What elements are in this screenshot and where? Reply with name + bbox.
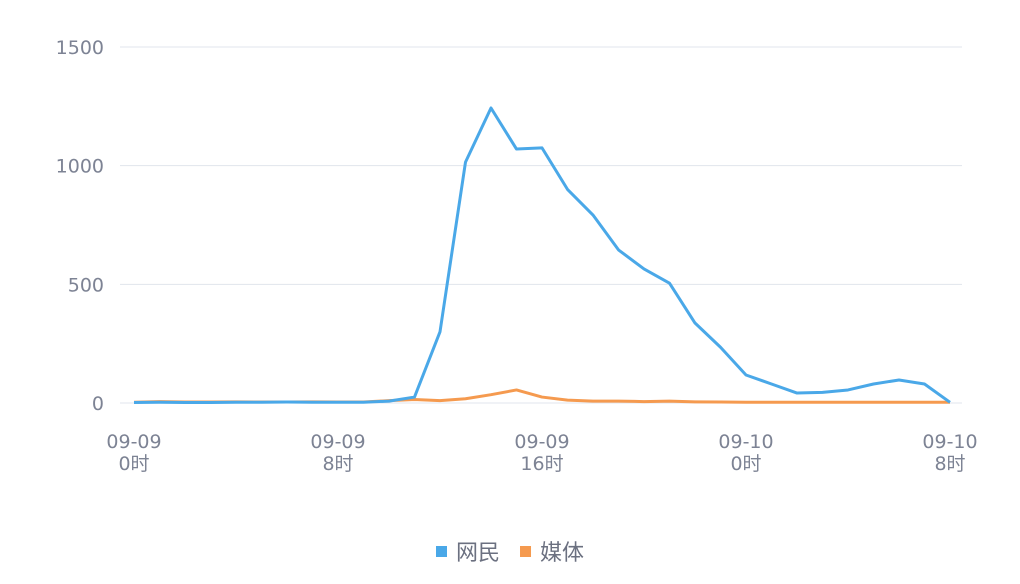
x-tick-label: 09-09 8时 bbox=[310, 431, 365, 475]
legend-label: 媒体 bbox=[540, 541, 584, 566]
x-tick-label: 09-09 16时 bbox=[514, 431, 569, 475]
legend-swatch bbox=[520, 546, 532, 557]
x-tick-label: 09-09 0时 bbox=[106, 431, 161, 475]
y-tick-label: 0 bbox=[92, 393, 104, 415]
x-tick-label: 09-10 0时 bbox=[718, 431, 773, 475]
y-tick-label: 500 bbox=[68, 274, 104, 296]
series-line bbox=[133, 106, 951, 405]
legend-swatch bbox=[436, 546, 447, 557]
y-tick-label: 1500 bbox=[56, 37, 104, 59]
y-tick-label: 1000 bbox=[56, 156, 104, 178]
x-tick-label: 09-10 8时 bbox=[922, 431, 977, 475]
legend-label: 网民 bbox=[456, 541, 500, 566]
